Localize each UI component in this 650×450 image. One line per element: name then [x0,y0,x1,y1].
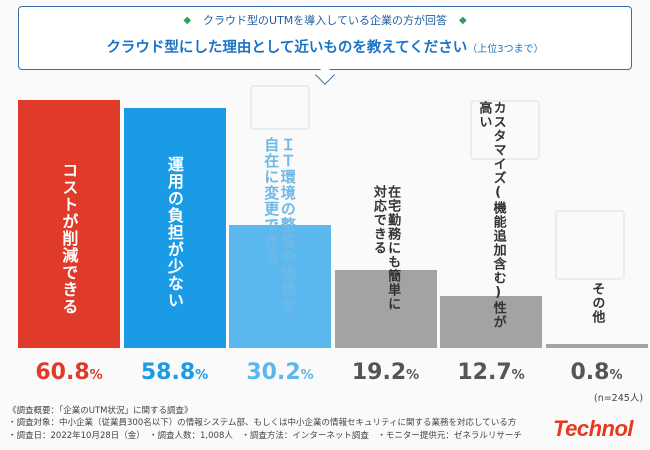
value-unit: % [300,368,314,383]
value-unit: % [511,368,525,383]
sample-size-note: (n=245人) [594,393,644,404]
footnote-line: ・調査日：2022年10月28日（金） ・調査人数：1,008人 ・調査方法：イ… [8,430,522,441]
value-number: 19.2 [351,360,407,385]
footnote-line: 《調査概要：「企業のUTM状況」に関する調査》 [8,406,193,416]
value-number: 0.8 [570,360,610,385]
footnote-line: ・調査対象：中小企業（従業員300名以下）の情報システム部、もしくは中小企業の情… [8,418,517,429]
bar-3 [229,224,331,348]
value-number: 30.2 [246,360,301,385]
bar-2 [123,108,226,348]
respondent-note: ◆ クラウド型のUTMを導入している企業の方が回答 ◆ [19,12,631,28]
technol-logo: Technol [553,416,634,441]
survey-footnote: 《調査概要：「企業のUTM状況」に関する調査》 ・調査対象：中小企業（従業員30… [8,405,522,442]
value-label-2: 58.8% [124,360,226,385]
background-decoration [555,210,625,280]
bar-label-6: その他 [589,282,605,324]
question-text: クラウド型にした理由として近いものを教えてください [106,40,468,56]
bar-label-1: コストが削減できる [59,162,79,315]
bar-label-line: 高い [476,101,492,130]
value-unit: % [609,368,623,383]
value-label-3: 30.2% [229,360,331,385]
value-unit: % [406,368,420,383]
bar-label-3: ＩＴ環境の整備や規模を 自在に変更できる [262,136,297,313]
bar-label-line: 運用の負担が少ない [164,156,184,310]
bar-label-5: カスタマイズ(機能追加含む)性が 高い [476,101,505,329]
value-number: 12.7 [457,360,512,385]
value-label-5: 12.7% [440,360,542,385]
bar-4 [334,269,437,348]
bar-label-line: 対応できる [370,184,386,255]
value-number: 58.8 [140,360,196,385]
question-note: （上位3つまで） [467,44,544,55]
bar-label-line: カスタマイズ(機能追加含む)性が [490,101,506,330]
diamond-icon: ◆ [183,14,192,26]
bar-1 [18,100,120,348]
bar-label-4: 在宅勤務にも簡単に 対応できる [371,185,400,311]
respondent-text: クラウド型のUTMを導入している企業の方が回答 [203,14,447,27]
value-number: 60.8 [35,360,90,385]
bar-label-2: 運用の負担が少ない [164,156,184,310]
background-decoration [250,85,310,130]
background-decoration [470,100,540,160]
bar-label-line: ＩＴ環境の整備や規模を [278,136,297,313]
bar-label-line: その他 [589,282,605,324]
value-unit: % [89,368,103,383]
value-label-4: 19.2% [335,360,437,385]
value-unit: % [195,368,209,383]
bar-5 [440,296,542,348]
value-label-1: 60.8% [18,360,120,385]
diamond-icon: ◆ [458,14,467,26]
bar-6 [545,344,648,348]
bar-label-line: コストが削減できる [59,162,79,315]
bar-label-line: 自在に変更できる [262,136,281,265]
bar-label-line: 在宅勤務にも簡単に [385,184,401,311]
value-label-6: 0.8% [546,360,648,385]
chart-title: クラウド型にした理由として近いものを教えてください（上位3つまで） [19,36,631,57]
question-header: ◆ クラウド型のUTMを導入している企業の方が回答 ◆ クラウド型にした理由とし… [18,6,632,70]
